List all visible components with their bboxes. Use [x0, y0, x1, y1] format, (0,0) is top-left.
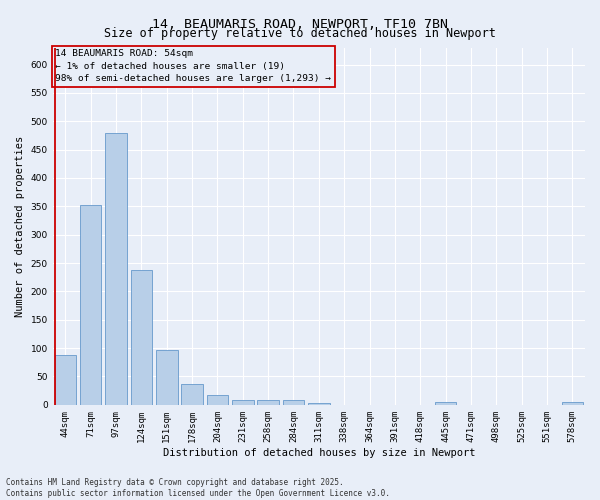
Bar — [55, 356, 76, 405]
Bar — [435, 402, 457, 405]
Text: Size of property relative to detached houses in Newport: Size of property relative to detached ho… — [104, 28, 496, 40]
Bar — [308, 402, 329, 405]
Bar — [257, 400, 279, 405]
X-axis label: Distribution of detached houses by size in Newport: Distribution of detached houses by size … — [163, 448, 475, 458]
Bar — [131, 270, 152, 405]
Text: Contains HM Land Registry data © Crown copyright and database right 2025.
Contai: Contains HM Land Registry data © Crown c… — [6, 478, 390, 498]
Text: 14 BEAUMARIS ROAD: 54sqm
← 1% of detached houses are smaller (19)
98% of semi-de: 14 BEAUMARIS ROAD: 54sqm ← 1% of detache… — [55, 50, 331, 84]
Text: 14, BEAUMARIS ROAD, NEWPORT, TF10 7BN: 14, BEAUMARIS ROAD, NEWPORT, TF10 7BN — [152, 18, 448, 30]
Bar — [156, 350, 178, 405]
Bar — [80, 205, 101, 405]
Bar — [181, 384, 203, 405]
Bar — [562, 402, 583, 405]
Bar — [232, 400, 254, 405]
Bar — [283, 400, 304, 405]
Y-axis label: Number of detached properties: Number of detached properties — [15, 136, 25, 317]
Bar — [105, 132, 127, 405]
Bar — [206, 395, 228, 405]
